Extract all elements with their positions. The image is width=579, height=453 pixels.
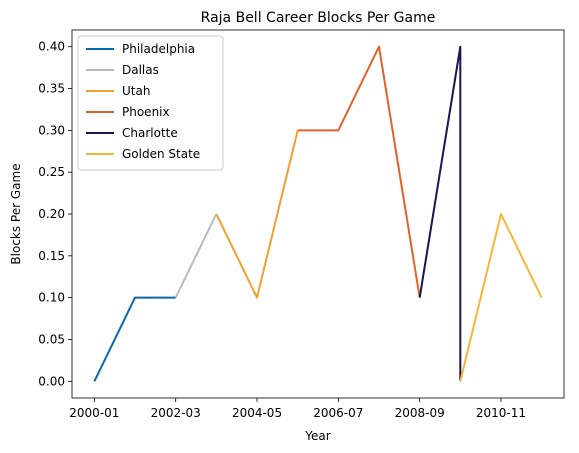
legend-label: Dallas	[122, 63, 159, 77]
legend-box	[77, 35, 224, 171]
y-tick-label: 0.40	[38, 40, 65, 54]
series-line-utah	[215, 130, 299, 299]
y-tick-label: 0.30	[38, 123, 65, 137]
x-axis: 2000-01 2002-03 2004-05 2006-07 2008-09 2010-…	[69, 398, 526, 420]
x-axis-label: Year	[304, 429, 330, 443]
legend-label: Utah	[122, 84, 150, 98]
series-line-phoenix	[297, 45, 421, 298]
legend-label: Phoenix	[122, 105, 170, 119]
chart-title: Raja Bell Career Blocks Per Game	[201, 10, 436, 26]
x-tick-label: 2000-01	[69, 406, 119, 420]
y-tick-label: 0.10	[38, 291, 65, 305]
plot-area	[93, 45, 543, 382]
x-tick-label: 2004-05	[232, 406, 282, 420]
series-line-golden-state	[459, 213, 543, 382]
y-tick-label: 0.15	[38, 249, 65, 263]
legend-label: Golden State	[122, 147, 200, 161]
x-tick-label: 2008-09	[395, 406, 445, 420]
x-tick-label: 2010-11	[476, 406, 526, 420]
x-tick-label: 2002-03	[151, 406, 201, 420]
y-axis-label: Blocks Per Game	[9, 163, 23, 264]
legend-label: Philadelphia	[122, 42, 195, 56]
y-tick-label: 0.25	[38, 165, 65, 179]
legend-label: Charlotte	[122, 126, 178, 140]
y-axis: 0.00 0.05 0.10 0.15 0.20 0.25 0.30 0.35 0.40	[38, 40, 72, 388]
series-line-philadelphia	[93, 296, 176, 382]
y-tick-label: 0.35	[38, 82, 65, 96]
y-tick-label: 0.00	[38, 374, 65, 388]
y-tick-label: 0.05	[38, 332, 65, 346]
series-line-dallas	[174, 213, 218, 299]
legend: Philadelphia Dallas Utah Phoenix Charlotte Go…	[77, 35, 224, 171]
series-line-charlotte	[418, 45, 462, 382]
y-tick-label: 0.20	[38, 207, 65, 221]
x-tick-label: 2006-07	[313, 406, 363, 420]
